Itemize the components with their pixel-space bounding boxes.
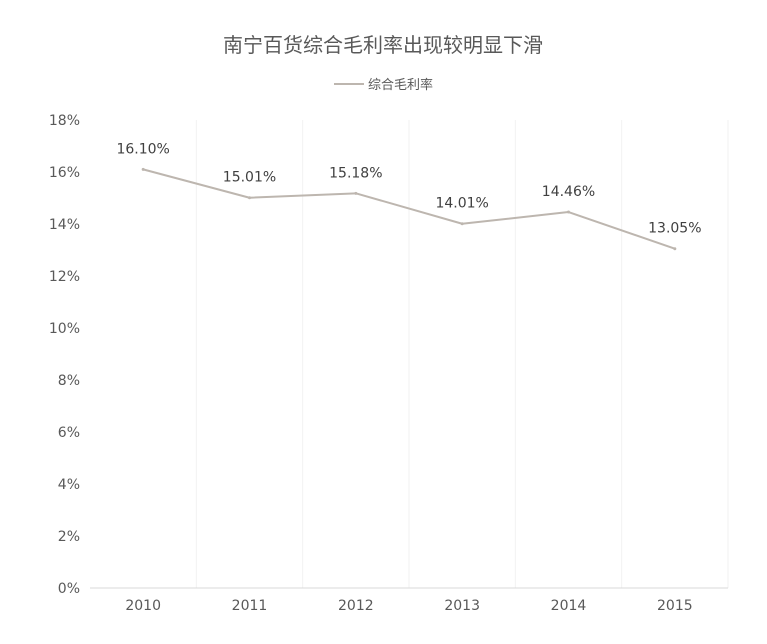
data-label: 14.46%: [542, 184, 595, 200]
y-tick-label: 8%: [58, 373, 80, 389]
y-tick-label: 14%: [49, 217, 80, 233]
x-tick-label: 2011: [232, 598, 268, 614]
y-tick-label: 16%: [49, 165, 80, 181]
data-point: [460, 222, 464, 226]
series-line: [142, 168, 676, 250]
data-point: [248, 196, 251, 200]
y-tick-label: 0%: [58, 581, 80, 597]
x-tick-label: 2015: [657, 598, 693, 614]
data-label: 15.01%: [223, 170, 276, 186]
legend: 综合毛利率: [334, 77, 433, 93]
data-label: 13.05%: [648, 221, 701, 237]
data-labels: 16.10% 15.01% 15.18% 14.01% 14.46% 13.05%: [116, 141, 701, 236]
y-axis-ticks: 0% 2% 4% 6% 8% 10% 12% 14% 16% 18%: [49, 113, 80, 597]
x-tick-label: 2010: [125, 598, 161, 614]
data-point: [673, 247, 677, 251]
grid-lines: [195, 120, 729, 588]
legend-label: 综合毛利率: [368, 77, 433, 93]
y-tick-label: 6%: [58, 425, 80, 441]
x-tick-label: 2012: [338, 598, 374, 614]
y-tick-label: 4%: [58, 477, 80, 493]
data-label: 14.01%: [435, 196, 488, 212]
chart-title: 南宁百货综合毛利率出现较明显下滑: [223, 33, 543, 57]
y-tick-label: 10%: [49, 321, 80, 337]
x-tick-label: 2013: [444, 598, 480, 614]
y-tick-label: 2%: [58, 529, 80, 545]
x-axis-ticks: 2010 2011 2012 2013 2014 2015: [125, 598, 692, 614]
data-label: 15.18%: [329, 165, 382, 181]
data-label: 16.10%: [116, 141, 169, 157]
data-point: [141, 167, 145, 171]
y-tick-label: 18%: [49, 113, 80, 129]
data-point: [354, 191, 358, 195]
data-point: [567, 210, 570, 214]
series-lines: [141, 167, 677, 251]
x-tick-label: 2014: [551, 598, 587, 614]
y-tick-label: 12%: [49, 269, 80, 285]
